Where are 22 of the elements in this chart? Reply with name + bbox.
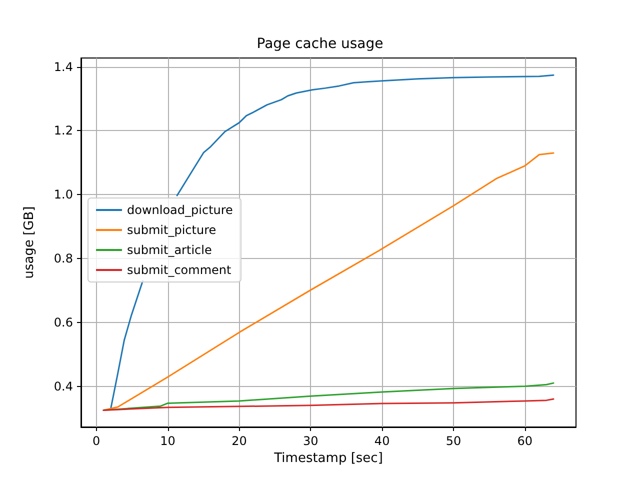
x-tick-label: 60 [517, 434, 533, 448]
x-tick-label: 50 [446, 434, 462, 448]
y-tick-label: 0.4 [54, 379, 73, 394]
x-tick-label: 40 [374, 434, 390, 448]
y-tick-label: 0.6 [54, 315, 73, 330]
legend-label: download_picture [127, 203, 233, 217]
line-series [102, 398, 554, 411]
y-tick-label: 1.0 [54, 188, 73, 202]
x-tick-label: 30 [303, 434, 318, 448]
chart-title: Page cache usage [256, 36, 384, 52]
x-tick-label: 20 [232, 434, 247, 448]
x-tick-label: 10 [160, 434, 176, 448]
legend-label: submit_comment [127, 263, 232, 277]
y-tick-label: 1.4 [54, 60, 73, 74]
x-tick-label: 0 [92, 434, 100, 448]
y-tick-label: 1.2 [54, 124, 73, 138]
y-tick-label: 0.8 [54, 251, 73, 266]
legend-label: submit_article [127, 243, 212, 257]
x-axis-title: Timestamp [sec] [273, 451, 383, 466]
line-series [102, 152, 554, 411]
y-axis-title: usage [GB] [22, 206, 37, 279]
legend-label: submit_picture [127, 223, 216, 237]
